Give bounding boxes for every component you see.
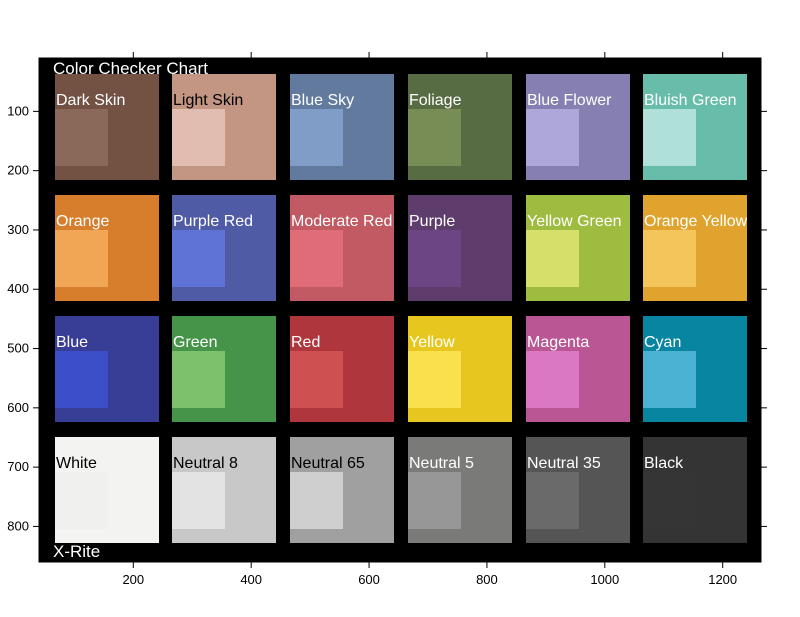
x-tick-label: 200 xyxy=(122,572,144,587)
patch-inner-swatch xyxy=(290,230,343,287)
patch-inner-swatch xyxy=(290,472,343,529)
patch-neutral-8: Neutral 8 xyxy=(172,437,276,543)
patch-inner-swatch xyxy=(526,472,579,529)
patch-inner-swatch xyxy=(643,351,696,408)
patch-label: Yellow xyxy=(409,334,455,351)
patch-red: Red xyxy=(290,316,394,422)
patch-label: Neutral 35 xyxy=(527,455,601,472)
patch-inner-swatch xyxy=(643,230,696,287)
chart-title-overlay: Color Checker Chart xyxy=(53,59,208,78)
y-tick-label: 200 xyxy=(7,163,29,178)
x-tick-label: 600 xyxy=(358,572,380,587)
patch-label: Purple Red xyxy=(173,213,253,230)
patch-label: Green xyxy=(173,334,217,351)
patch-inner-swatch xyxy=(55,472,108,529)
patch-inner-swatch xyxy=(408,109,461,166)
patch-label: Neutral 8 xyxy=(173,455,238,472)
patch-yellow: Yellow xyxy=(408,316,512,422)
x-tick-label: 1200 xyxy=(708,572,737,587)
patch-label: Orange Yellow xyxy=(644,213,748,230)
patch-inner-swatch xyxy=(643,472,696,529)
patch-inner-swatch xyxy=(55,109,108,166)
patch-inner-swatch xyxy=(172,351,225,408)
patch-blue: Blue xyxy=(55,316,159,422)
x-axis-ticks: 200 400 600 800 1000 1200 xyxy=(122,52,737,587)
patch-inner-swatch xyxy=(408,351,461,408)
patch-orange: Orange xyxy=(55,195,159,301)
patch-green: Green xyxy=(172,316,276,422)
patch-label: Black xyxy=(644,455,684,472)
patch-neutral-65: Neutral 65 xyxy=(290,437,394,543)
patch-magenta: Magenta xyxy=(526,316,630,422)
patch-orange-yellow: Orange Yellow xyxy=(643,195,748,301)
patch-black: Black xyxy=(643,437,747,543)
patch-purple: Purple xyxy=(408,195,512,301)
patch-inner-swatch xyxy=(526,109,579,166)
y-tick-label: 300 xyxy=(7,222,29,237)
patch-label: Dark Skin xyxy=(56,92,125,109)
patch-grid: Dark Skin Light Skin Blue Sky Foliage Blue F… xyxy=(55,74,748,543)
patch-label: Orange xyxy=(56,213,109,230)
patch-inner-swatch xyxy=(172,230,225,287)
patch-blue-flower: Blue Flower xyxy=(526,74,630,180)
patch-inner-swatch xyxy=(408,472,461,529)
patch-label: Blue Flower xyxy=(527,92,612,109)
patch-inner-swatch xyxy=(408,230,461,287)
patch-neutral-5: Neutral 5 xyxy=(408,437,512,543)
y-tick-label: 600 xyxy=(7,400,29,415)
patch-label: Neutral 65 xyxy=(291,455,365,472)
patch-inner-swatch xyxy=(526,230,579,287)
patch-label: Cyan xyxy=(644,334,681,351)
x-tick-label: 400 xyxy=(240,572,262,587)
y-tick-label: 700 xyxy=(7,459,29,474)
patch-inner-swatch xyxy=(290,109,343,166)
patch-label: Purple xyxy=(409,213,455,230)
patch-label: Yellow Green xyxy=(527,213,622,230)
patch-inner-swatch xyxy=(526,351,579,408)
x-tick-label: 800 xyxy=(476,572,498,587)
patch-inner-swatch xyxy=(172,109,225,166)
axes-frame xyxy=(38,57,762,563)
patch-inner-swatch xyxy=(643,109,696,166)
patch-label: Neutral 5 xyxy=(409,455,474,472)
patch-label: Bluish Green xyxy=(644,92,737,109)
patch-dark-skin: Dark Skin xyxy=(55,74,159,180)
patch-white: White xyxy=(55,437,159,543)
patch-bluish-green: Bluish Green xyxy=(643,74,747,180)
patch-label: White xyxy=(56,455,97,472)
y-tick-label: 400 xyxy=(7,281,29,296)
x-tick-label: 1000 xyxy=(590,572,619,587)
patch-moderate-red: Moderate Red xyxy=(290,195,394,301)
patch-yellow-green: Yellow Green xyxy=(526,195,630,301)
patch-purple-red: Purple Red xyxy=(172,195,276,301)
patch-label: Moderate Red xyxy=(291,213,392,230)
patch-inner-swatch xyxy=(172,472,225,529)
patch-label: Blue Sky xyxy=(291,92,354,109)
y-axis-ticks: 100 200 300 400 500 600 700 800 xyxy=(7,103,767,533)
patch-label: Foliage xyxy=(409,92,462,109)
chart-footer-overlay: X-Rite xyxy=(53,542,100,561)
y-tick-label: 100 xyxy=(7,103,29,118)
y-tick-label: 500 xyxy=(7,341,29,356)
patch-neutral-35: Neutral 35 xyxy=(526,437,630,543)
axes xyxy=(38,57,762,563)
patch-label: Light Skin xyxy=(173,92,243,109)
patch-label: Red xyxy=(291,334,320,351)
patch-cyan: Cyan xyxy=(643,316,747,422)
patch-label: Blue xyxy=(56,334,88,351)
chart-background xyxy=(39,58,761,562)
patch-inner-swatch xyxy=(55,351,108,408)
y-tick-label: 800 xyxy=(7,518,29,533)
patch-inner-swatch xyxy=(290,351,343,408)
patch-inner-swatch xyxy=(55,230,108,287)
patch-light-skin: Light Skin xyxy=(172,74,276,180)
patch-label: Magenta xyxy=(527,334,589,351)
patch-blue-sky: Blue Sky xyxy=(290,74,394,180)
patch-foliage: Foliage xyxy=(408,74,512,180)
